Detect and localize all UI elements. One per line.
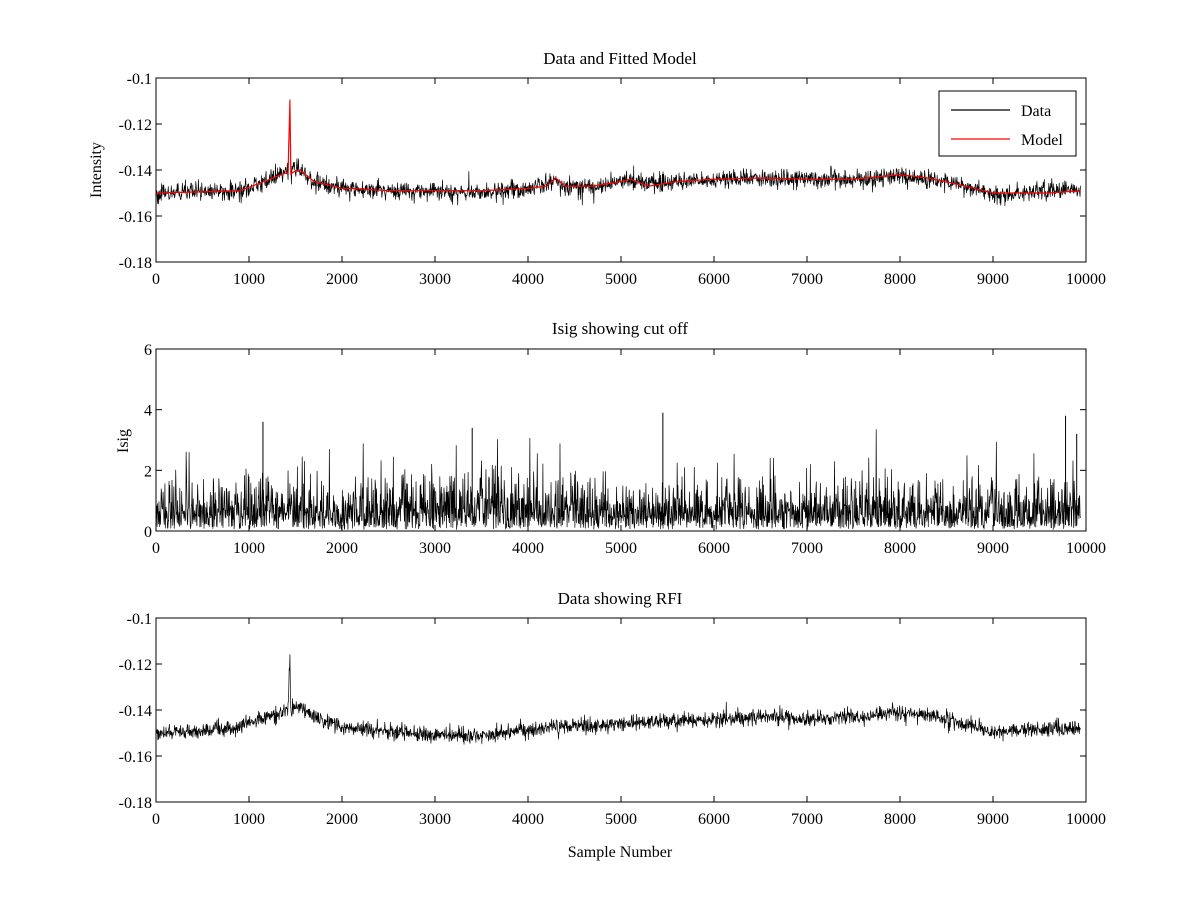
x-tick-label: 6000 — [698, 811, 730, 828]
panel-isig-showing-cut-off: Isig showing cut off Isig 0 1000 2000 3000 4… — [115, 319, 1106, 557]
y-tick-label: 4 — [144, 403, 152, 420]
x-tick-label: 0 — [152, 540, 160, 557]
x-tick-label: 2000 — [326, 540, 358, 557]
series-line-data — [155, 99, 1081, 207]
x-tick-label: 5000 — [605, 271, 637, 288]
series-line-model — [155, 100, 1081, 194]
x-tick-label: 1000 — [233, 271, 265, 288]
x-tick-label: 1000 — [233, 540, 265, 557]
x-tick-label: 7000 — [791, 540, 823, 557]
x-axis-label: Sample Number — [568, 844, 673, 861]
y-tick-label: 2 — [144, 463, 152, 480]
x-tick-label: 3000 — [419, 271, 451, 288]
y-tick-label: -0.14 — [119, 703, 152, 720]
legend: Data Model — [938, 90, 1077, 157]
y-tick-label: -0.18 — [119, 795, 152, 812]
y-tick-label: -0.1 — [127, 71, 152, 88]
plot-area — [155, 99, 1081, 207]
x-tick-label: 10000 — [1066, 811, 1106, 828]
y-tick-label: -0.1 — [127, 611, 152, 628]
series-line-data — [155, 429, 1081, 530]
chart-title: Isig showing cut off — [552, 319, 688, 338]
y-axis-label: Isig — [115, 429, 132, 453]
plot-area — [155, 412, 1081, 530]
x-tick-label: 5000 — [605, 540, 637, 557]
y-tick-label: -0.18 — [119, 255, 152, 272]
x-tick-label: 7000 — [791, 271, 823, 288]
panel-data-showing-rfi: Data showing RFI Sample Number 0 1000 2000… — [119, 589, 1106, 861]
x-tick-label: 7000 — [791, 811, 823, 828]
x-tick-label: 10000 — [1066, 540, 1106, 557]
x-tick-label: 3000 — [419, 540, 451, 557]
x-tick-label: 6000 — [698, 540, 730, 557]
x-tick-label: 4000 — [512, 811, 544, 828]
y-tick-label: -0.12 — [119, 117, 152, 134]
x-tick-label: 10000 — [1066, 271, 1106, 288]
y-tick-label: -0.14 — [119, 163, 152, 180]
y-tick-label: -0.16 — [119, 209, 152, 226]
x-tick-label: 5000 — [605, 811, 637, 828]
x-tick-label: 9000 — [977, 271, 1009, 288]
x-tick-label: 1000 — [233, 811, 265, 828]
series-line-data — [155, 654, 1081, 745]
x-tick-label: 8000 — [884, 811, 916, 828]
x-tick-label: 9000 — [977, 540, 1009, 557]
legend-label-model: Model — [1021, 132, 1063, 149]
chart-title: Data and Fitted Model — [543, 49, 697, 68]
x-tick-label: 2000 — [326, 271, 358, 288]
x-tick-label: 4000 — [512, 540, 544, 557]
x-tick-label: 8000 — [884, 271, 916, 288]
y-tick-label: -0.12 — [119, 657, 152, 674]
y-tick-label: 6 — [144, 342, 152, 359]
x-tick-label: 3000 — [419, 811, 451, 828]
chart-title: Data showing RFI — [558, 589, 683, 608]
legend-label-data: Data — [1021, 103, 1051, 120]
y-tick-label: 0 — [144, 524, 152, 541]
x-tick-label: 0 — [152, 811, 160, 828]
panel-data-and-fitted-model: Data and Fitted Model Intensity 0 1000 200… — [88, 49, 1106, 288]
y-tick-label: -0.16 — [119, 749, 152, 766]
y-axis-label: Intensity — [88, 142, 105, 198]
x-tick-label: 8000 — [884, 540, 916, 557]
x-tick-label: 9000 — [977, 811, 1009, 828]
x-tick-label: 4000 — [512, 271, 544, 288]
x-tick-label: 6000 — [698, 271, 730, 288]
legend-box — [938, 90, 1077, 157]
plot-area — [155, 654, 1081, 745]
x-tick-label: 0 — [152, 271, 160, 288]
x-tick-label: 2000 — [326, 811, 358, 828]
